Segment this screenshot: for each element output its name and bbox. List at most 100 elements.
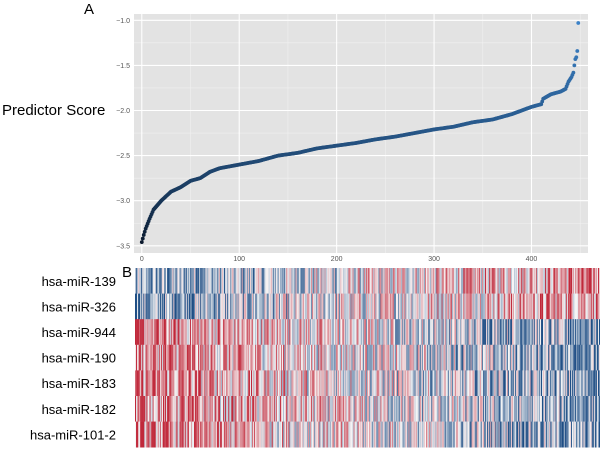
heatmap-cell bbox=[561, 293, 564, 320]
heatmap-cell bbox=[230, 421, 232, 448]
heatmap-cell bbox=[413, 396, 415, 422]
heatmap-cell bbox=[551, 421, 553, 448]
heatmap-cell bbox=[314, 421, 316, 448]
heatmap-cell bbox=[337, 421, 340, 448]
heatmap-cell bbox=[299, 421, 302, 448]
heatmap-cell bbox=[451, 421, 454, 448]
heatmap-cell bbox=[174, 319, 176, 346]
heatmap-cell bbox=[412, 421, 414, 448]
heatmap-cell bbox=[301, 396, 304, 422]
heatmap-cell bbox=[232, 421, 234, 448]
heatmap-cell bbox=[499, 396, 501, 422]
heatmap-cell bbox=[245, 293, 248, 320]
heatmap-cell bbox=[471, 370, 473, 397]
heatmap-cell bbox=[246, 421, 249, 448]
heatmap-cell bbox=[444, 344, 446, 371]
heatmap-cell bbox=[163, 421, 166, 448]
x-tick-label: 100 bbox=[233, 256, 245, 263]
heatmap-cell bbox=[361, 293, 364, 320]
heatmap-cell bbox=[307, 344, 310, 371]
heatmap-cell bbox=[385, 293, 387, 320]
heatmap-cell bbox=[227, 396, 229, 422]
heatmap-cell bbox=[202, 268, 204, 294]
heatmap-cell bbox=[530, 396, 532, 422]
heatmap-cell bbox=[224, 421, 226, 448]
heatmap-cell bbox=[156, 319, 159, 346]
heatmap-cell bbox=[263, 319, 265, 346]
heatmap-cell bbox=[228, 319, 230, 346]
heatmap-cell bbox=[504, 344, 507, 371]
heatmap-cell bbox=[590, 370, 593, 397]
heatmap-cell bbox=[242, 268, 245, 294]
heatmap-cell bbox=[252, 268, 254, 294]
heatmap-cell bbox=[162, 268, 165, 294]
heatmap-cell bbox=[161, 370, 164, 397]
heatmap-cell bbox=[526, 293, 528, 320]
heatmap-cell bbox=[287, 344, 289, 371]
heatmap-cell bbox=[482, 421, 485, 448]
heatmap-cell bbox=[334, 421, 337, 448]
heatmap-cell bbox=[312, 268, 314, 294]
heatmap-cell bbox=[362, 268, 365, 294]
heatmap-cell bbox=[537, 421, 540, 448]
heatmap-cell bbox=[523, 319, 525, 346]
heatmap-cell bbox=[463, 293, 465, 320]
heatmap-cell bbox=[303, 293, 306, 320]
heatmap-cell bbox=[235, 319, 237, 346]
heatmap-cell bbox=[318, 319, 320, 346]
heatmap-cell bbox=[209, 396, 211, 422]
heatmap-cell bbox=[190, 421, 193, 448]
heatmap-cell bbox=[368, 396, 370, 422]
heatmap-cell bbox=[380, 421, 382, 448]
heatmap-cell bbox=[201, 421, 203, 448]
heatmap-cell bbox=[430, 421, 432, 448]
heatmap-cell bbox=[514, 319, 516, 346]
heatmap-cell bbox=[375, 319, 377, 346]
heatmap-cell bbox=[596, 344, 599, 371]
heatmap-cell bbox=[139, 293, 141, 320]
heatmap-cell bbox=[572, 268, 574, 294]
heatmap-cell bbox=[461, 344, 463, 371]
heatmap-cell bbox=[510, 319, 513, 346]
heatmap-cell bbox=[474, 319, 477, 346]
heatmap-cell bbox=[194, 268, 196, 294]
heatmap-cell bbox=[582, 396, 584, 422]
heatmap-cell bbox=[195, 293, 197, 320]
heatmap-cell bbox=[207, 396, 209, 422]
heatmap-cell bbox=[358, 344, 361, 371]
heatmap-cell bbox=[424, 421, 427, 448]
heatmap-cell bbox=[472, 319, 474, 346]
heatmap-cell bbox=[467, 319, 469, 346]
heatmap-cell bbox=[579, 344, 581, 371]
heatmap-cell bbox=[404, 268, 406, 294]
heatmap-cell bbox=[240, 293, 242, 320]
heatmap-cell bbox=[407, 370, 409, 397]
heatmap-cell bbox=[266, 396, 268, 422]
heatmap-cell bbox=[168, 344, 170, 371]
heatmap-cell bbox=[142, 396, 144, 422]
heatmap-cell bbox=[585, 293, 587, 320]
heatmap-cell bbox=[424, 268, 427, 294]
heatmap-cell bbox=[149, 396, 151, 422]
heatmap-cell bbox=[565, 396, 568, 422]
heatmap-cell bbox=[588, 344, 590, 371]
heatmap-cell bbox=[490, 396, 492, 422]
heatmap-cell bbox=[384, 268, 386, 294]
heatmap-cell bbox=[237, 268, 239, 294]
heatmap-cell bbox=[529, 421, 531, 448]
heatmap-cell bbox=[228, 370, 230, 397]
heatmap-cell bbox=[411, 344, 413, 371]
heatmap-cell bbox=[442, 293, 444, 320]
heatmap-cell bbox=[267, 344, 269, 371]
heatmap-cell bbox=[379, 293, 381, 320]
heatmap-cell bbox=[221, 293, 224, 320]
heatmap-cell bbox=[553, 344, 555, 371]
heatmap-cell bbox=[384, 421, 386, 448]
heatmap-cell bbox=[435, 396, 437, 422]
heatmap-cell bbox=[176, 293, 178, 320]
heatmap-cell bbox=[509, 319, 512, 346]
heatmap-cell bbox=[172, 370, 174, 397]
heatmap-cell bbox=[337, 319, 340, 346]
heatmap-cell bbox=[470, 421, 472, 448]
heatmap-cell bbox=[194, 319, 196, 346]
